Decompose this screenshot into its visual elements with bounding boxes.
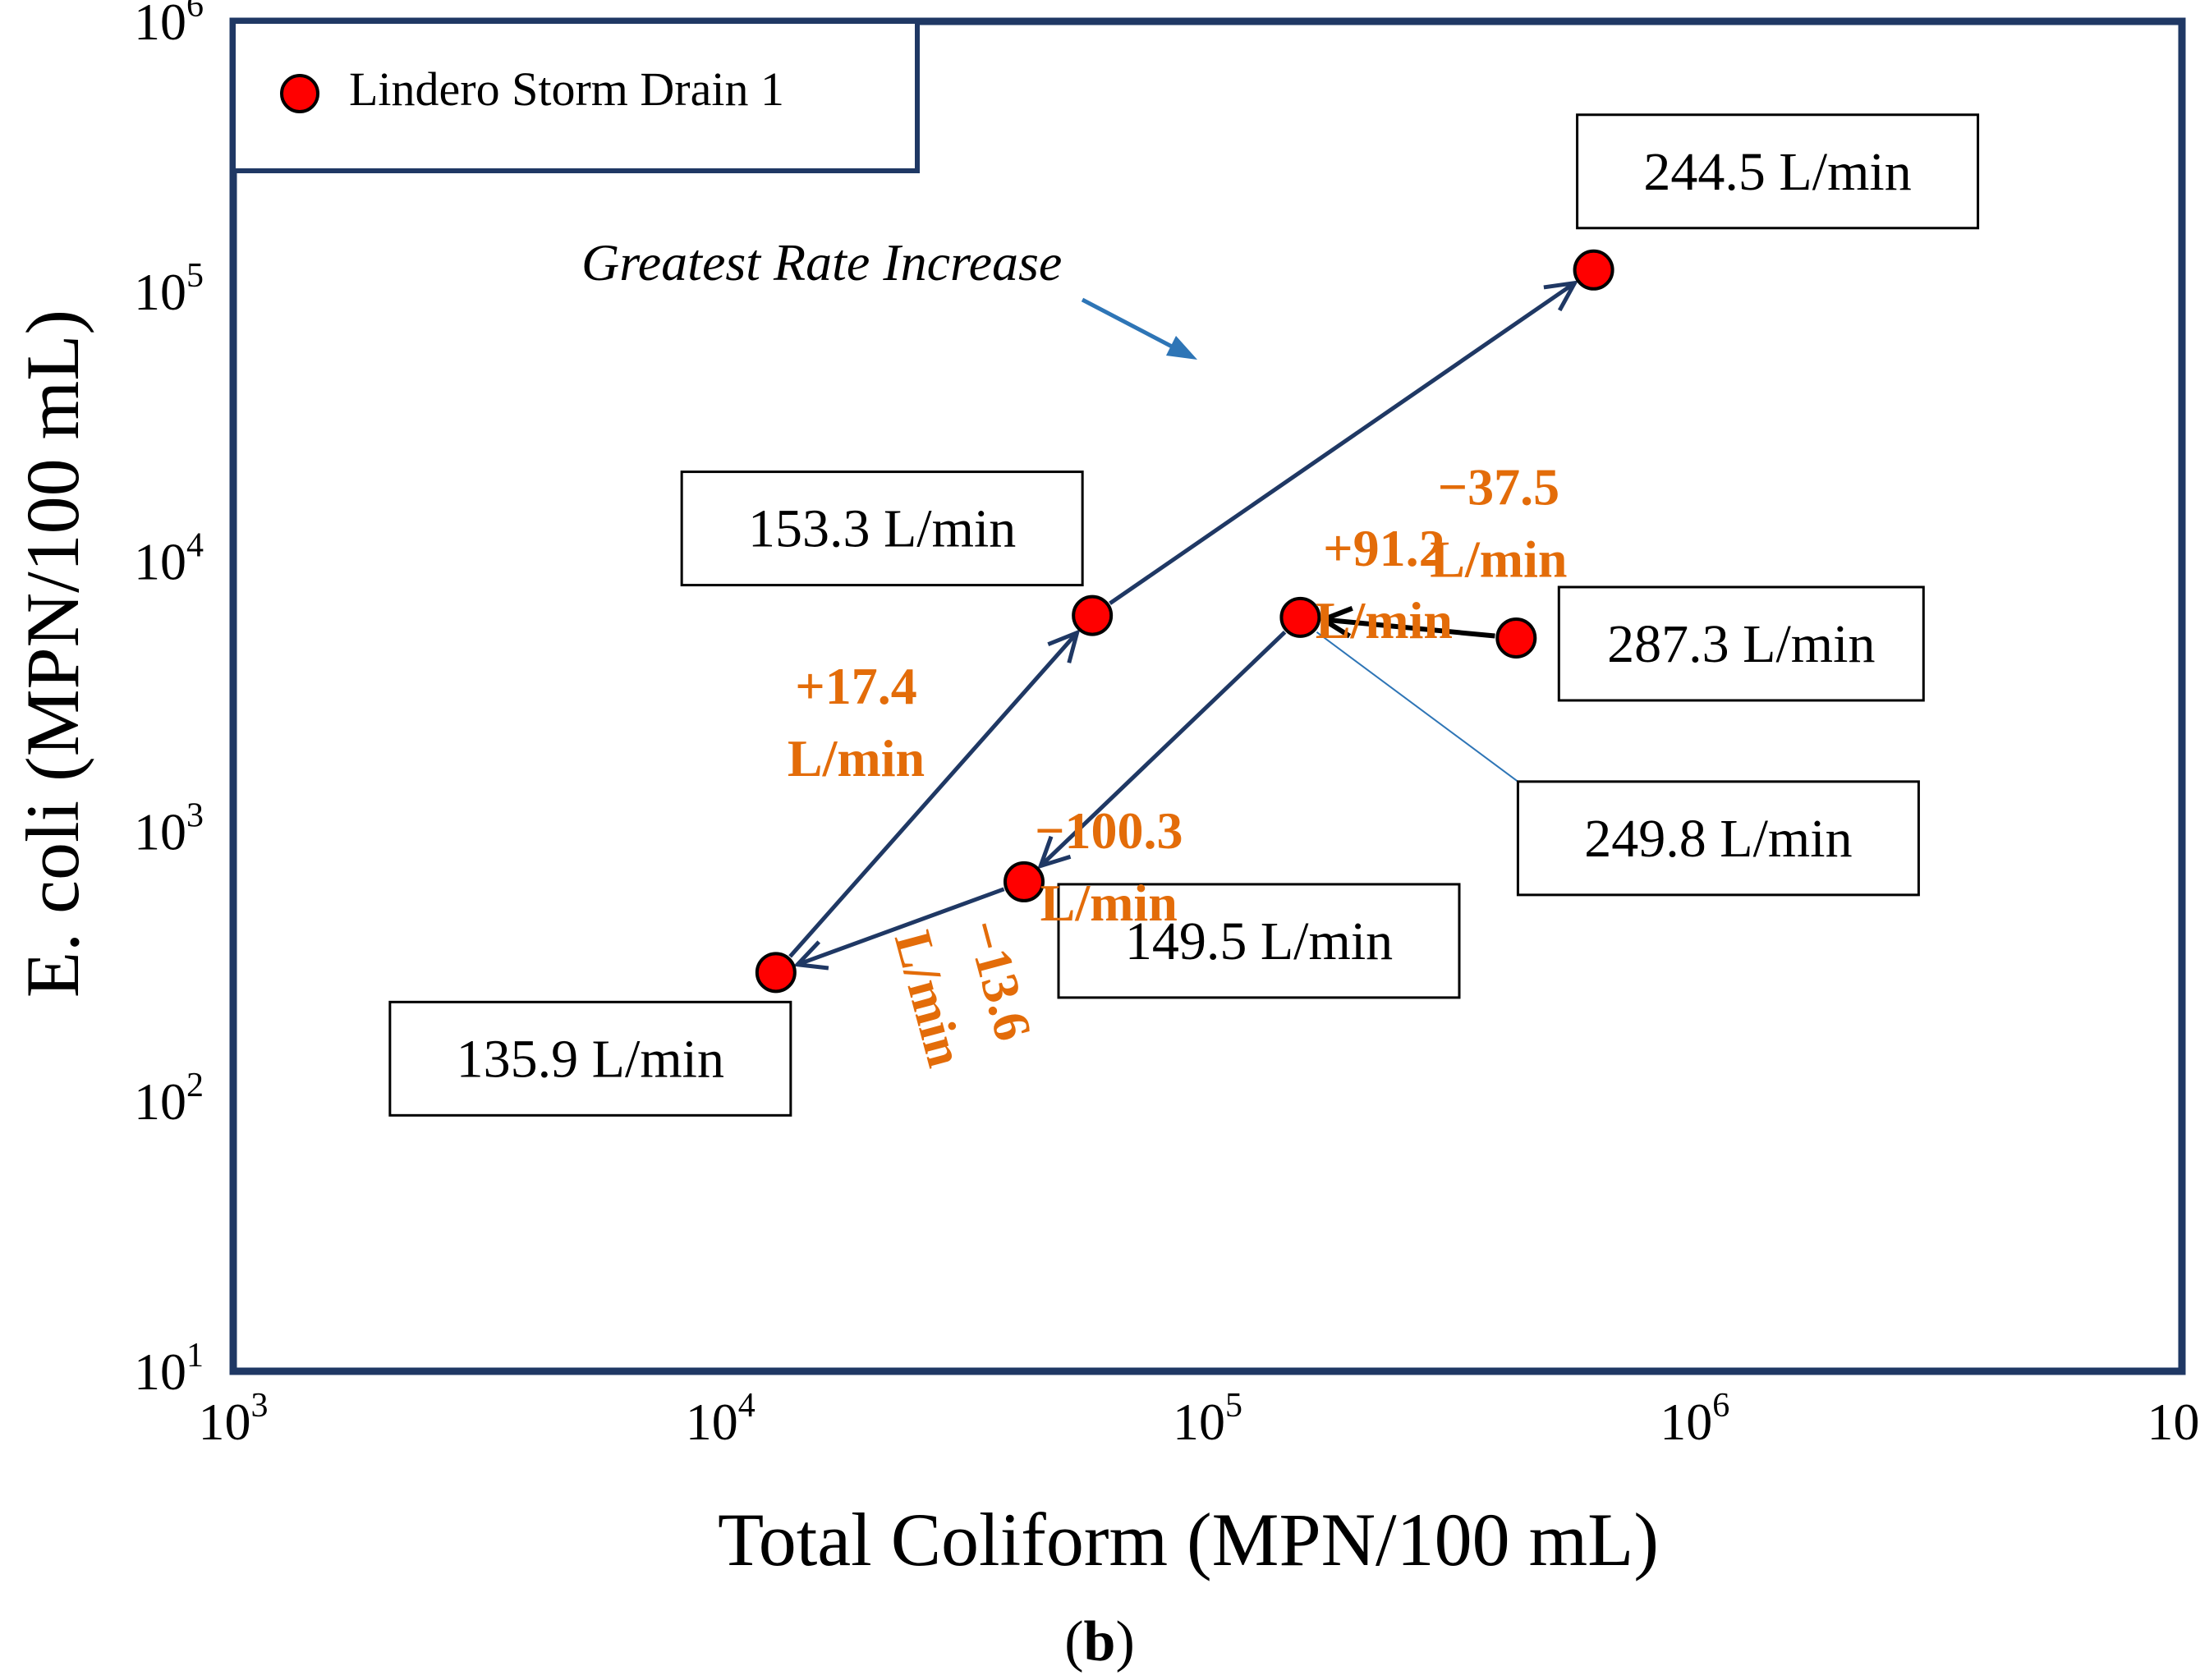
y-tick-label: 105 [134, 257, 204, 321]
data-point [1495, 617, 1537, 659]
x-tick-base: 10 [2147, 1393, 2200, 1451]
x-tick-label: 107 [2147, 1387, 2200, 1451]
legend-marker [280, 74, 319, 113]
flow-rate-label: 149.5 L/min [1125, 911, 1393, 971]
x-tick-base: 10 [1660, 1393, 1712, 1451]
flow-rate-label-box [680, 470, 1084, 587]
y-tick-base: 10 [134, 1072, 186, 1131]
flow-rate-label-box [1557, 585, 1925, 702]
flow-rate-labels: 135.9 L/min 153.3 L/min 244.5 L/min 149.5 L… [388, 113, 1980, 1117]
plot-frame [229, 17, 2186, 1375]
transition-arrow-line [788, 631, 1079, 958]
x-tick-exponent: 3 [251, 1387, 269, 1425]
legend-label: Lindero Storm Drain 1 [349, 62, 784, 116]
leader-lines [1316, 631, 1519, 783]
change-label: +17.4 L/min [788, 657, 925, 787]
transition-arrowhead [1047, 629, 1081, 663]
x-tick-exponent: 5 [1225, 1387, 1242, 1425]
y-tick-base: 10 [134, 263, 186, 321]
transition-arrowhead [1543, 280, 1579, 312]
panel-label: (b) [1064, 1610, 1135, 1673]
flow-rate-label-box [1576, 113, 1980, 230]
change-label: +91.2 L/min [1316, 519, 1453, 650]
data-point [1003, 861, 1045, 902]
change-label-unit: L/min [1040, 874, 1178, 932]
panel-label-letter: b [1084, 1610, 1116, 1673]
x-tick-base: 10 [199, 1393, 251, 1451]
y-tick-label: 103 [134, 796, 204, 861]
legend-box [231, 19, 920, 173]
x-axis-label: Total Coliform (MPN/100 mL) [718, 1498, 1659, 1581]
x-tick-labels: 103104105106107 [199, 1387, 2200, 1451]
flow-rate-label-box [1516, 780, 1920, 897]
change-label-value: −37.5 [1438, 457, 1559, 516]
flow-rate-label: 249.8 L/min [1584, 809, 1852, 869]
flow-rate-label: 244.5 L/min [1643, 142, 1911, 202]
y-tick-base: 10 [134, 0, 186, 51]
flow-rate-label: 153.3 L/min [748, 499, 1016, 559]
y-tick-label: 101 [134, 1337, 204, 1401]
y-tick-label: 104 [134, 527, 204, 591]
data-point [1279, 596, 1321, 638]
leader-line [1316, 631, 1519, 783]
y-tick-exponent: 4 [186, 527, 204, 565]
transition-arrow-line [1039, 631, 1287, 868]
x-tick-base: 10 [1173, 1393, 1225, 1451]
x-tick-base: 10 [686, 1393, 738, 1451]
change-label-value: +17.4 [795, 657, 916, 715]
transition-arrowhead [1037, 835, 1072, 870]
y-axis-label: E. coli (MPN/100 mL) [11, 310, 94, 998]
flow-rate-label-box [388, 1000, 792, 1117]
flow-rate-label: 287.3 L/min [1607, 614, 1875, 674]
transition-arrow-line [1109, 281, 1576, 605]
annotation: Greatest Rate Increase [581, 233, 1197, 360]
x-tick-label: 106 [1660, 1387, 1729, 1451]
transition-arrow-line [1323, 617, 1495, 639]
y-tick-label: 102 [134, 1067, 204, 1131]
y-tick-exponent: 6 [186, 0, 204, 25]
annotation-arrowhead [1166, 336, 1197, 360]
change-label: −100.3 L/min [1035, 801, 1183, 932]
change-label: −37.5 L/min [1430, 457, 1567, 588]
y-tick-label: 106 [134, 0, 204, 51]
change-label-unit: L/min [1316, 591, 1453, 650]
y-tick-base: 10 [134, 1343, 186, 1401]
change-label-value: −100.3 [1035, 801, 1183, 860]
annotation-text: Greatest Rate Increase [581, 233, 1062, 291]
flow-rate-label: 135.9 L/min [457, 1029, 724, 1089]
x-tick-exponent: 4 [738, 1387, 756, 1425]
flow-rate-label-box [1057, 883, 1461, 999]
y-tick-exponent: 1 [186, 1337, 204, 1375]
change-label-value: +91.2 [1323, 519, 1444, 577]
data-point [1573, 249, 1614, 291]
y-tick-base: 10 [134, 802, 186, 861]
change-label: −13.6L/min [884, 907, 1045, 1073]
y-tick-exponent: 5 [186, 257, 204, 295]
data-point [755, 952, 797, 994]
x-tick-label: 104 [686, 1387, 756, 1451]
x-tick-exponent: 6 [1712, 1387, 1729, 1425]
transition-arrowhead [1317, 606, 1353, 639]
legend: Lindero Storm Drain 1 [231, 19, 920, 173]
x-tick-label: 103 [199, 1387, 269, 1451]
y-tick-base: 10 [134, 533, 186, 591]
y-tick-exponent: 2 [186, 1067, 204, 1104]
data-point [1072, 594, 1114, 636]
change-label-unit: L/min [788, 729, 925, 787]
change-label-value: −13.6 [955, 914, 1043, 1047]
data-points [755, 249, 1614, 994]
transition-arrowhead [792, 940, 829, 971]
y-tick-exponent: 3 [186, 796, 204, 834]
change-label-unit: L/min [1430, 530, 1567, 588]
x-tick-label: 105 [1173, 1387, 1242, 1451]
transition-arrow-line [797, 887, 1005, 967]
transition-arrows [788, 280, 1579, 971]
